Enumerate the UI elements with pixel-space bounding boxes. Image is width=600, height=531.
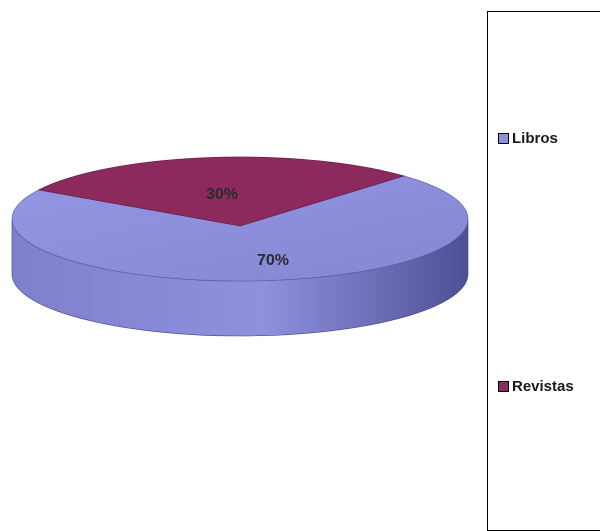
legend-label-revistas: Revistas (512, 378, 574, 395)
legend-swatch-libros (498, 133, 509, 144)
chart-area: 30% 70% Libros Revistas (11, 11, 600, 531)
pie-slice-revistas (37, 156, 406, 227)
legend-item-libros: Libros (498, 130, 558, 147)
legend-item-revistas: Revistas (498, 378, 574, 395)
legend-swatch-revistas (498, 381, 509, 392)
legend-label-libros: Libros (512, 130, 558, 147)
legend: Libros Revistas (487, 11, 600, 531)
pie-slice-libros (11, 175, 469, 282)
data-label-libros: 70% (257, 252, 289, 269)
pie-chart: 30% 70% (11, 156, 469, 337)
data-label-revistas: 30% (206, 186, 238, 203)
